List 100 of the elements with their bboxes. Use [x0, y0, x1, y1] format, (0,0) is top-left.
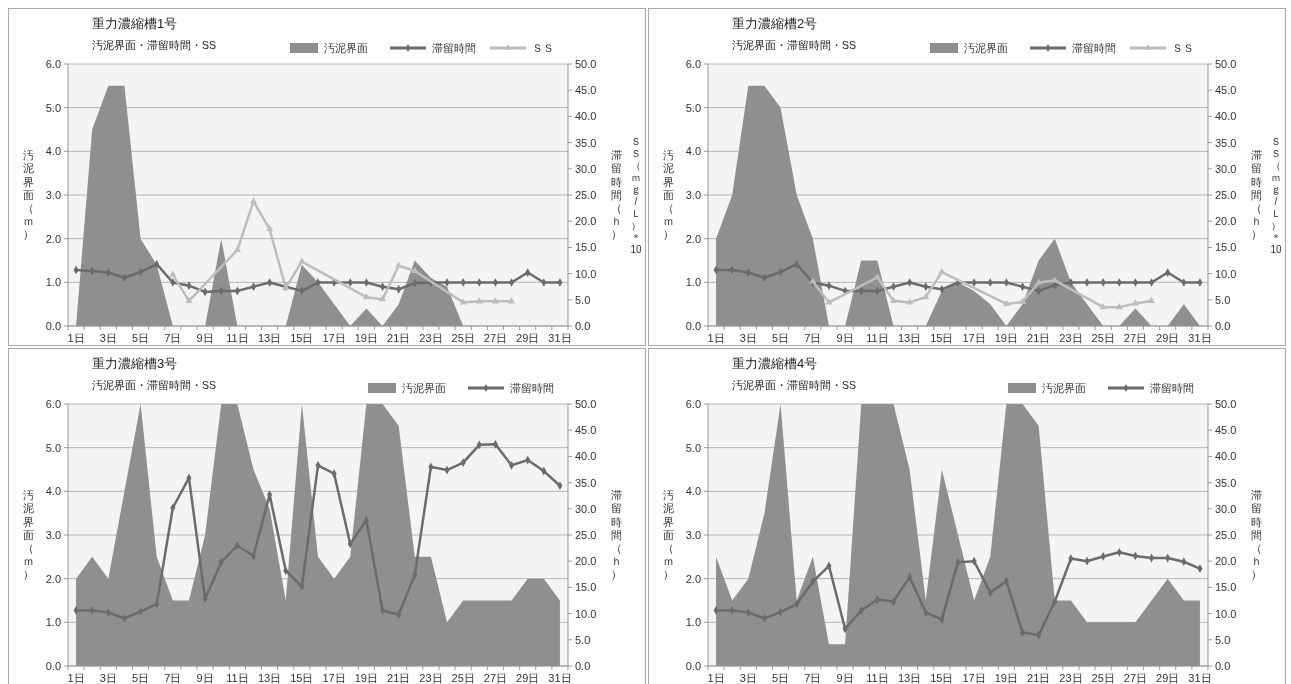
x-tick-label: 25日: [1091, 332, 1115, 344]
point: [185, 296, 193, 303]
y-tick-label: 3.0: [45, 529, 61, 541]
x-tick-label: 25日: [451, 672, 475, 684]
y-axis-title: 汚泥界面（ｍ）: [662, 149, 674, 241]
y-tick-label: 2.0: [685, 232, 701, 245]
x-tick-label: 19日: [994, 672, 1019, 684]
x-tick-label: 15日: [290, 332, 314, 344]
y2-tick-label: 40.0: [575, 110, 597, 123]
x-tick-label: 31日: [548, 672, 572, 684]
x-tick-label: 29日: [1156, 672, 1180, 684]
y2-tick-label: 15.0: [1215, 581, 1237, 594]
x-tick-label: 1日: [67, 332, 85, 344]
y-tick-label: 2.0: [45, 572, 61, 585]
point: [233, 245, 241, 253]
legend-label: 汚泥界面: [324, 42, 368, 54]
x-tick-label: 17日: [962, 672, 986, 684]
y2-tick-label: 50.0: [575, 58, 597, 70]
x-tick-label: 15日: [930, 332, 954, 344]
y-tick-label: 4.0: [45, 145, 61, 158]
x-tick-label: 19日: [354, 672, 379, 684]
x-tick-label: 25日: [1091, 672, 1115, 684]
point: [298, 257, 306, 264]
text: ＳＳ（ｍｇ/Ｌ）＊10: [1270, 135, 1282, 255]
chart-subtitle: 汚泥界面・滞留時間・SS: [732, 379, 857, 391]
point: [889, 296, 898, 303]
chart-title: 重力濃縮槽1号: [92, 16, 178, 31]
x-tick-label: 27日: [483, 672, 508, 684]
x-tick-label: 9日: [196, 332, 214, 344]
chart-title: 重力濃縮槽4号: [732, 356, 818, 371]
y-tick-label: 4.0: [45, 485, 61, 498]
y-tick-label: 6.0: [685, 58, 701, 70]
y-tick-label: 1.0: [45, 616, 61, 629]
point: [169, 270, 177, 277]
y2-tick-label: 5.0: [1215, 633, 1231, 646]
y2-tick-label: 0.0: [575, 320, 591, 332]
y2-tick-label: 35.0: [1215, 476, 1237, 489]
x-tick-label: 3日: [739, 332, 757, 344]
y-tick-label: 5.0: [45, 101, 61, 114]
x-tick-label: 13日: [257, 672, 282, 684]
y-tick-label: 3.0: [685, 189, 701, 201]
legend-label: ＳＳ: [1172, 42, 1194, 54]
y-tick-label: 5.0: [45, 441, 61, 454]
x-tick-label: 23日: [419, 672, 443, 684]
x-tick-label: 23日: [419, 332, 443, 344]
x-tick-label: 31日: [548, 332, 572, 344]
x-tick-label: 3日: [739, 672, 757, 684]
y2-tick-label: 45.0: [575, 84, 597, 97]
x-tick-label: 13日: [897, 672, 922, 684]
y2-tick-label: 25.0: [1215, 189, 1237, 201]
chart-subtitle: 汚泥界面・滞留時間・SS: [92, 39, 217, 51]
y2-tick-label: 5.0: [575, 293, 591, 306]
x-tick-label: 25日: [451, 332, 475, 344]
x-tick-label: 11日: [226, 332, 249, 344]
y2-axis-title: 滞留時間（ｈ）: [610, 149, 622, 241]
y-tick-label: 0.0: [685, 660, 701, 672]
y-tick-label: 2.0: [685, 572, 701, 585]
y-tick-label: 4.0: [685, 485, 701, 498]
x-tick-label: 3日: [99, 672, 117, 684]
y2-tick-label: 40.0: [1215, 110, 1237, 123]
y-tick-label: 6.0: [45, 398, 61, 410]
y2-tick-label: 45.0: [1215, 84, 1237, 97]
x-tick-label: 23日: [1059, 332, 1083, 344]
y2-tick-label: 35.0: [1215, 136, 1237, 149]
x-tick-label: 17日: [322, 332, 346, 344]
y2-tick-label: 35.0: [575, 476, 597, 489]
point: [362, 293, 370, 300]
y2-tick-label: 20.0: [1215, 555, 1237, 568]
y2-tick-label: 40.0: [575, 450, 597, 463]
y2-tick-label: 20.0: [1215, 215, 1237, 228]
x-tick-label: 9日: [196, 672, 214, 684]
y2-tick-label: 25.0: [575, 189, 597, 201]
point: [1147, 296, 1156, 303]
y-tick-label: 5.0: [685, 441, 701, 454]
y2-tick-label: 0.0: [1215, 320, 1231, 332]
y2-tick-label: 0.0: [575, 660, 591, 672]
x-tick-label: 5日: [132, 332, 150, 344]
y2-tick-label: 30.0: [1215, 162, 1237, 175]
x-tick-label: 7日: [804, 332, 822, 344]
point: [1035, 278, 1043, 285]
x-tick-label: 27日: [1123, 672, 1148, 684]
x-tick-label: 9日: [836, 672, 854, 684]
x-tick-label: 5日: [772, 672, 790, 684]
y-axis-title: 汚泥界面（ｍ）: [22, 149, 34, 241]
x-tick-label: 17日: [322, 672, 346, 684]
y-tick-label: 1.0: [45, 276, 61, 289]
x-tick-label: 27日: [1123, 332, 1148, 344]
x-tick-label: 21日: [1027, 672, 1051, 684]
y2-tick-label: 20.0: [575, 555, 597, 568]
x-tick-label: 9日: [836, 332, 854, 344]
y2-tick-label: 10.0: [575, 607, 597, 620]
y2-tick-label: 40.0: [1215, 450, 1237, 463]
y2-tick-label: 10.0: [1215, 607, 1237, 620]
point: [1099, 303, 1107, 310]
chart-subtitle: 汚泥界面・滞留時間・SS: [732, 39, 857, 51]
y2-tick-label: 10.0: [575, 267, 597, 280]
text: ＳＳ（ｍｇ/Ｌ）＊10: [630, 135, 642, 255]
y2-tick-label: 45.0: [1215, 424, 1237, 437]
point: [411, 266, 419, 274]
x-tick-label: 11日: [866, 672, 889, 684]
